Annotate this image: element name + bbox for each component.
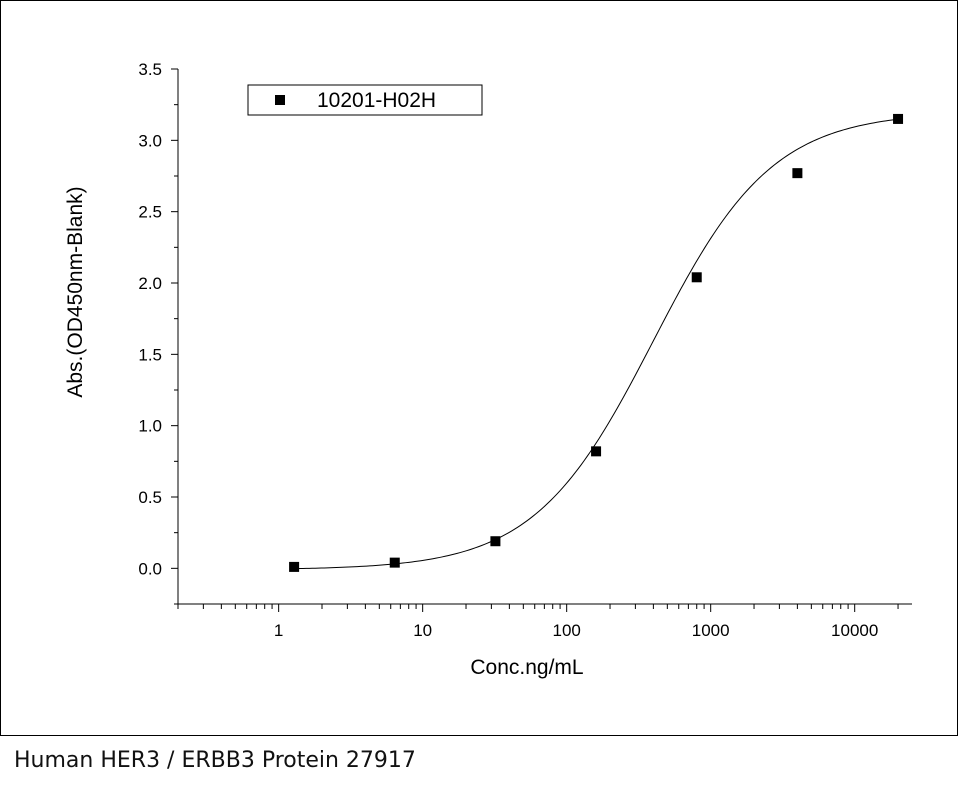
data-point — [490, 536, 501, 547]
data-points — [289, 113, 904, 572]
y-tick-label: 2.5 — [138, 203, 162, 222]
data-point — [591, 446, 602, 457]
data-point — [389, 557, 400, 568]
figure-frame — [0, 0, 958, 736]
legend: 10201-H02H — [247, 84, 483, 116]
y-tick-label: 1.0 — [138, 417, 162, 436]
fit-curve — [294, 118, 899, 570]
chart: 0.00.51.01.52.02.53.03.51 10 100 1000 10000 … — [64, 60, 912, 679]
y-tick-label: 2.0 — [138, 274, 162, 293]
data-point — [893, 113, 904, 124]
data-point — [289, 561, 300, 572]
legend-marker — [275, 95, 285, 105]
x-axis-label: Conc.ng/mL — [470, 656, 583, 679]
x-tick-label: 100 — [552, 621, 580, 640]
y-tick-label: 3.5 — [138, 60, 162, 79]
y-tick-label: 0.0 — [138, 559, 162, 578]
data-point — [792, 168, 803, 179]
x-tick-label: 10 — [413, 621, 432, 640]
x-tick-label: 10000 — [831, 621, 878, 640]
x-tick-label: 1000 — [692, 621, 730, 640]
y-axis-label: Abs.(OD450nm-Blank) — [64, 186, 87, 397]
legend-label: 10201-H02H — [317, 89, 436, 112]
ticks: 0.0 0.5 1.0 1.5 2.0 2.5 3.0 3.5 1 10 100 1000 10000 — [138, 60, 899, 640]
x-tick-label: 1 — [274, 621, 283, 640]
legend-box — [247, 84, 483, 116]
y-tick-label: 3.0 — [138, 131, 162, 150]
axes — [177, 69, 912, 605]
figure-caption: Human HER3 / ERBB3 Protein 27917 — [14, 748, 416, 773]
y-tick-label: 1.5 — [138, 345, 162, 364]
y-tick-label: 0.5 — [138, 488, 162, 507]
data-point — [691, 272, 702, 283]
